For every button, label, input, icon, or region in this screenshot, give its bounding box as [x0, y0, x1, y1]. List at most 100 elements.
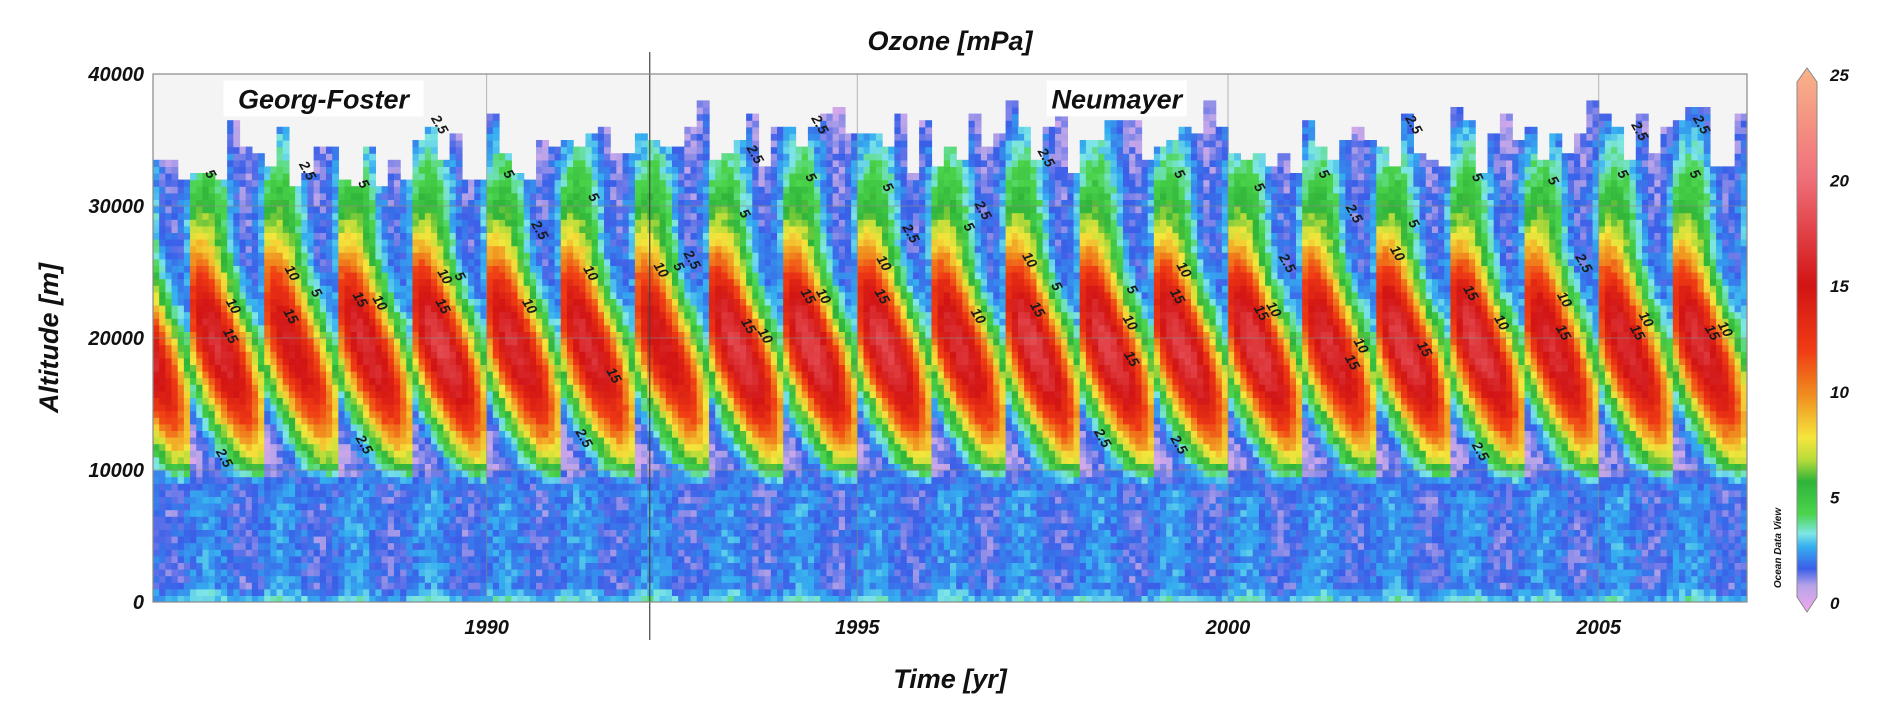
heatmap-cell: [604, 536, 611, 543]
heatmap-cell: [579, 206, 586, 213]
heatmap-cell: [375, 371, 382, 378]
heatmap-cell: [270, 186, 277, 193]
heatmap-cell: [518, 219, 525, 226]
heatmap-cell: [592, 180, 599, 187]
heatmap-cell: [598, 127, 605, 134]
heatmap-cell: [493, 186, 500, 193]
heatmap-cell: [555, 411, 562, 418]
heatmap-cell: [437, 510, 444, 517]
heatmap-cell: [468, 562, 475, 569]
heatmap-cell: [314, 411, 321, 418]
heatmap-cell: [277, 239, 284, 246]
heatmap-cell: [406, 397, 413, 404]
heatmap-cell: [394, 430, 401, 437]
heatmap-cell: [487, 114, 494, 121]
heatmap-cell: [493, 140, 500, 147]
heatmap-cell: [382, 437, 389, 444]
heatmap-cell: [338, 213, 345, 220]
heatmap-cell: [450, 312, 457, 319]
heatmap-cell: [233, 562, 240, 569]
heatmap-cell: [598, 589, 605, 596]
heatmap-cell: [252, 430, 259, 437]
heatmap-cell: [159, 437, 166, 444]
heatmap-cell: [351, 470, 358, 477]
heatmap-cell: [548, 556, 555, 563]
heatmap-cell: [548, 345, 555, 352]
heatmap-cell: [277, 582, 284, 589]
heatmap-cell: [332, 292, 339, 299]
heatmap-cell: [172, 180, 179, 187]
heatmap-cell: [425, 252, 432, 259]
heatmap-cell: [153, 351, 160, 358]
heatmap-cell: [159, 589, 166, 596]
heatmap-cell: [542, 576, 549, 583]
heatmap-cell: [252, 292, 259, 299]
heatmap-cell: [382, 523, 389, 530]
heatmap-cell: [246, 582, 253, 589]
heatmap-cell: [320, 470, 327, 477]
heatmap-cell: [165, 589, 172, 596]
heatmap-cell: [221, 265, 228, 272]
heatmap-cell: [289, 510, 296, 517]
heatmap-cell: [357, 358, 364, 365]
heatmap-cell: [412, 470, 419, 477]
heatmap-cell: [425, 364, 432, 371]
heatmap-cell: [400, 483, 407, 490]
heatmap-cell: [573, 384, 580, 391]
heatmap-cell: [295, 252, 302, 259]
heatmap-cell: [592, 444, 599, 451]
heatmap-cell: [400, 371, 407, 378]
heatmap-cell: [196, 378, 203, 385]
heatmap-cell: [412, 193, 419, 200]
heatmap-cell: [382, 589, 389, 596]
heatmap-cell: [178, 457, 185, 464]
heatmap-cell: [172, 556, 179, 563]
heatmap-cell: [561, 186, 568, 193]
heatmap-cell: [548, 305, 555, 312]
heatmap-cell: [202, 351, 209, 358]
heatmap-cell: [382, 549, 389, 556]
heatmap-cell: [598, 444, 605, 451]
heatmap-cell: [598, 213, 605, 220]
heatmap-cell: [394, 483, 401, 490]
heatmap-cell: [375, 543, 382, 550]
heatmap-cell: [604, 213, 611, 220]
heatmap-cell: [320, 338, 327, 345]
heatmap-cell: [394, 510, 401, 517]
heatmap-cell: [431, 219, 438, 226]
heatmap-cell: [246, 470, 253, 477]
heatmap-cell: [277, 411, 284, 418]
heatmap-cell: [196, 404, 203, 411]
heatmap-cell: [548, 549, 555, 556]
heatmap-cell: [524, 576, 531, 583]
heatmap-cell: [252, 259, 259, 266]
heatmap-cell: [240, 345, 247, 352]
heatmap-cell: [487, 556, 494, 563]
heatmap-cell: [505, 351, 512, 358]
heatmap-cell: [283, 186, 290, 193]
heatmap-cell: [518, 562, 525, 569]
heatmap-cell: [351, 411, 358, 418]
heatmap-cell: [295, 523, 302, 530]
heatmap-cell: [604, 470, 611, 477]
heatmap-cell: [196, 239, 203, 246]
heatmap-cell: [338, 285, 345, 292]
heatmap-cell: [345, 351, 352, 358]
heatmap-cell: [369, 259, 376, 266]
heatmap-cell: [400, 325, 407, 332]
heatmap-cell: [604, 338, 611, 345]
heatmap-cell: [345, 483, 352, 490]
heatmap-cell: [240, 232, 247, 239]
heatmap-cell: [363, 576, 370, 583]
heatmap-cell: [579, 285, 586, 292]
heatmap-cell: [592, 246, 599, 253]
heatmap-cell: [425, 378, 432, 385]
heatmap-cell: [542, 589, 549, 596]
heatmap-cell: [295, 239, 302, 246]
heatmap-cell: [264, 246, 271, 253]
heatmap-cell: [382, 193, 389, 200]
heatmap-cell: [375, 404, 382, 411]
heatmap-cell: [345, 371, 352, 378]
heatmap-cell: [474, 298, 481, 305]
heatmap-cell: [518, 477, 525, 484]
